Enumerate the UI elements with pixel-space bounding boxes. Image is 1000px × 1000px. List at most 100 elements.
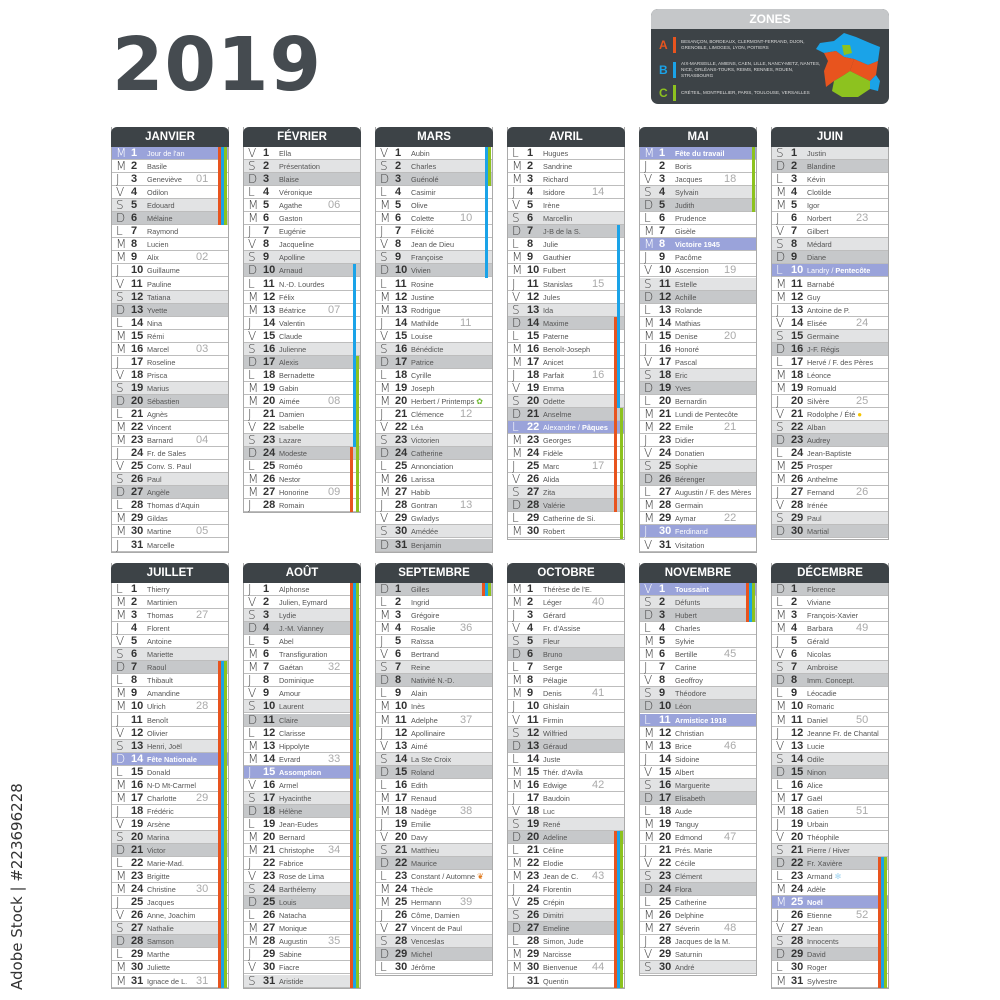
day-row[interactable]: M 15 Thér. d'Avila <box>508 765 624 779</box>
day-row[interactable]: D 30 Martial <box>772 525 888 539</box>
day-row[interactable]: M 11 Barnabé <box>772 277 888 291</box>
day-row[interactable]: D 25 Louis <box>244 896 360 910</box>
day-row[interactable]: V 30 Fiacre <box>244 961 360 975</box>
day-row[interactable]: M 26 Anthelme <box>772 473 888 487</box>
day-row[interactable]: L 30 Jérôme <box>376 961 492 975</box>
day-row[interactable]: D 4 J.-M. Vianney <box>244 622 360 636</box>
day-row[interactable]: V 6 Nicolas <box>772 648 888 662</box>
day-row[interactable]: D 10 Arnaud <box>244 264 360 278</box>
day-row[interactable]: M 3 Grégoire <box>376 609 492 623</box>
day-row[interactable]: J 17 Baudoin <box>508 791 624 805</box>
day-row[interactable]: L 1 Hugues <box>508 147 624 161</box>
day-row[interactable]: M 30 Bienvenue 44 <box>508 961 624 975</box>
day-row[interactable]: J 7 Eugénie <box>244 225 360 239</box>
day-row[interactable]: M 13 Brice 46 <box>640 739 756 753</box>
day-row[interactable]: J 16 Honoré <box>640 342 756 356</box>
day-row[interactable]: L 26 Natacha <box>244 909 360 923</box>
day-row[interactable]: S 7 Ambroise <box>772 661 888 675</box>
day-row[interactable]: V 5 Irène <box>508 199 624 213</box>
day-row[interactable]: S 23 Victorien <box>376 434 492 448</box>
day-row[interactable]: M 8 Lucien <box>112 238 228 252</box>
day-row[interactable]: V 15 Louise <box>376 329 492 343</box>
day-row[interactable]: M 27 Honorine 09 <box>244 486 360 500</box>
day-row[interactable]: S 23 Lazare <box>244 434 360 448</box>
day-row[interactable]: S 15 Germaine <box>772 329 888 343</box>
day-row[interactable]: M 18 Léonce <box>772 368 888 382</box>
day-row[interactable]: M 19 Joseph <box>376 381 492 395</box>
day-row[interactable]: V 11 Pauline <box>112 277 228 291</box>
day-row[interactable]: D 12 Achille <box>640 290 756 304</box>
day-row[interactable]: L 16 Edith <box>376 778 492 792</box>
day-row[interactable]: M 4 Barbara 49 <box>772 622 888 636</box>
day-row[interactable]: J 26 Etienne 52 <box>772 909 888 923</box>
day-row[interactable]: D 15 Roland <box>376 765 492 779</box>
day-row[interactable]: J 21 Clémence 12 <box>376 408 492 422</box>
day-row[interactable]: V 12 Jules <box>508 290 624 304</box>
day-row[interactable]: D 10 Vivien <box>376 264 492 278</box>
day-row[interactable]: V 15 Claude <box>244 329 360 343</box>
day-row[interactable]: S 3 Lydie <box>244 609 360 623</box>
day-row[interactable]: L 7 Raymond <box>112 225 228 239</box>
day-row[interactable]: D 21 Anselme <box>508 408 624 422</box>
day-row[interactable]: S 31 Aristide <box>244 974 360 988</box>
day-row[interactable]: J 18 Frédéric <box>112 804 228 818</box>
day-row[interactable]: M 31 Ignace de L. 31 <box>112 974 228 988</box>
day-row[interactable]: S 25 Sophie <box>640 460 756 474</box>
day-row[interactable]: M 9 Gauthier <box>508 251 624 265</box>
day-row[interactable]: M 31 Sylvestre <box>772 974 888 988</box>
day-row[interactable]: L 12 Clarisse <box>244 726 360 740</box>
day-row[interactable]: M 5 Olive <box>376 199 492 213</box>
day-row[interactable]: L 22 Marie-Mad. <box>112 857 228 871</box>
day-row[interactable]: J 15 Assomption <box>244 765 360 779</box>
day-row[interactable]: V 8 Jacqueline <box>244 238 360 252</box>
day-row[interactable]: S 21 Pierre / Hiver <box>772 844 888 858</box>
day-row[interactable]: M 4 Rosalie 36 <box>376 622 492 636</box>
day-row[interactable]: M 16 Benoît-Joseph <box>508 342 624 356</box>
day-row[interactable]: D 9 Diane <box>772 251 888 265</box>
day-row[interactable]: M 1 Fête du travail <box>640 147 756 161</box>
day-row[interactable]: S 16 Bénédicte <box>376 342 492 356</box>
day-row[interactable]: D 17 Alexis <box>244 355 360 369</box>
day-row[interactable]: M 12 Guy <box>772 290 888 304</box>
day-row[interactable]: D 3 Hubert <box>640 609 756 623</box>
day-row[interactable]: D 20 Sébastien <box>112 394 228 408</box>
day-row[interactable]: M 6 Transfiguration <box>244 648 360 662</box>
day-row[interactable]: L 23 Constant / Automne ❦ <box>376 870 492 884</box>
day-row[interactable]: D 2 Blandine <box>772 160 888 174</box>
day-row[interactable]: L 13 Rolande <box>640 303 756 317</box>
day-row[interactable]: M 30 Robert <box>508 525 624 539</box>
day-row[interactable]: L 10 Landry / Pentecôte <box>772 264 888 278</box>
day-row[interactable]: M 7 Gaétan 32 <box>244 661 360 675</box>
day-row[interactable]: V 20 Davy <box>376 830 492 844</box>
day-row[interactable]: D 22 Maurice <box>376 857 492 871</box>
day-row[interactable]: S 13 Henri, Joël <box>112 739 228 753</box>
day-row[interactable]: D 27 Angèle <box>112 486 228 500</box>
day-row[interactable]: D 6 Mélaine <box>112 212 228 226</box>
day-row[interactable]: M 22 Vincent <box>112 421 228 435</box>
day-row[interactable]: M 19 Tanguy <box>640 817 756 831</box>
day-row[interactable]: M 9 Alix 02 <box>112 251 228 265</box>
day-row[interactable]: S 17 Hyacinthe <box>244 791 360 805</box>
day-row[interactable]: S 12 Tatiana <box>112 290 228 304</box>
day-row[interactable]: M 26 Delphine <box>640 909 756 923</box>
day-row[interactable]: D 27 Emeline <box>508 922 624 936</box>
day-row[interactable]: S 2 Présentation <box>244 160 360 174</box>
day-row[interactable]: D 3 Guénolé <box>376 173 492 187</box>
day-row[interactable]: M 24 Adèle <box>772 883 888 897</box>
day-row[interactable]: V 25 Crépin <box>508 896 624 910</box>
day-row[interactable]: M 20 Edmond 47 <box>640 830 756 844</box>
day-row[interactable]: L 4 Charles <box>640 622 756 636</box>
day-row[interactable]: S 6 Marcellin <box>508 212 624 226</box>
day-row[interactable]: L 6 Prudence <box>640 212 756 226</box>
day-row[interactable]: L 11 Armistice 1918 <box>640 713 756 727</box>
day-row[interactable]: L 28 Thomas d'Aquin <box>112 499 228 513</box>
day-row[interactable]: M 1 Thérèse de l'E. <box>508 583 624 597</box>
day-row[interactable]: L 5 Abel <box>244 635 360 649</box>
day-row[interactable]: J 30 Ferdinand <box>640 525 756 539</box>
day-row[interactable]: M 19 Romuald <box>772 381 888 395</box>
day-row[interactable]: V 6 Bertrand <box>376 648 492 662</box>
day-row[interactable]: M 18 Gatien 51 <box>772 804 888 818</box>
day-row[interactable]: V 11 Firmin <box>508 713 624 727</box>
day-row[interactable]: V 10 Ascension 19 <box>640 264 756 278</box>
day-row[interactable]: M 12 Justine <box>376 290 492 304</box>
